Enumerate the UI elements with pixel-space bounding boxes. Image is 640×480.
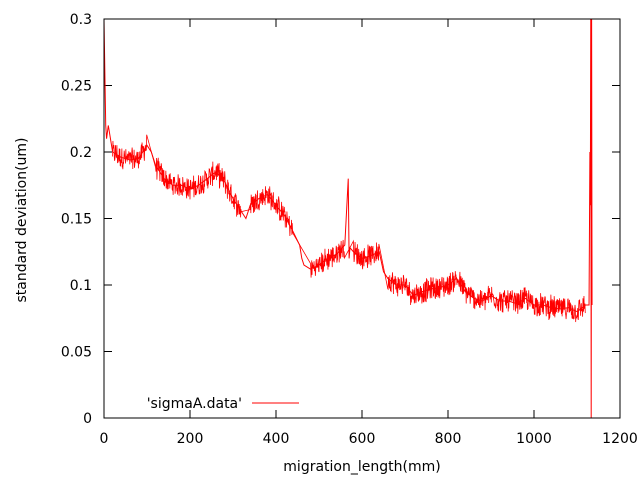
y-axis-label: standard deviation(um)	[14, 137, 30, 302]
y-tick-label: 0.2	[70, 145, 92, 161]
y-ticks: 0 0.05 0.1 0.15 0.2 0.25 0.3	[61, 12, 620, 427]
x-tick-label: 200	[177, 431, 204, 447]
y-tick-label: 0	[83, 411, 92, 427]
y-tick-label: 0.3	[70, 12, 92, 28]
x-tick-label: 600	[349, 431, 376, 447]
y-tick-label: 0.05	[61, 345, 92, 361]
x-tick-label: 800	[435, 431, 462, 447]
x-tick-label: 1200	[602, 431, 638, 447]
legend-label: 'sigmaA.data'	[147, 396, 242, 412]
x-ticks: 0 200 400 600 800 1000 1200	[100, 19, 638, 447]
series-line	[103, 18, 593, 419]
x-tick-label: 400	[263, 431, 290, 447]
plot-frame	[103, 18, 621, 419]
x-axis-label: migration_length(mm)	[283, 459, 440, 475]
series-layer	[103, 18, 593, 419]
series-noise	[112, 134, 586, 323]
legend: 'sigmaA.data'	[147, 396, 299, 412]
x-tick-label: 0	[100, 431, 109, 447]
y-tick-label: 0.25	[61, 79, 92, 95]
y-tick-label: 0.1	[70, 278, 92, 294]
x-tick-label: 1000	[516, 431, 552, 447]
y-tick-label: 0.15	[61, 212, 92, 228]
